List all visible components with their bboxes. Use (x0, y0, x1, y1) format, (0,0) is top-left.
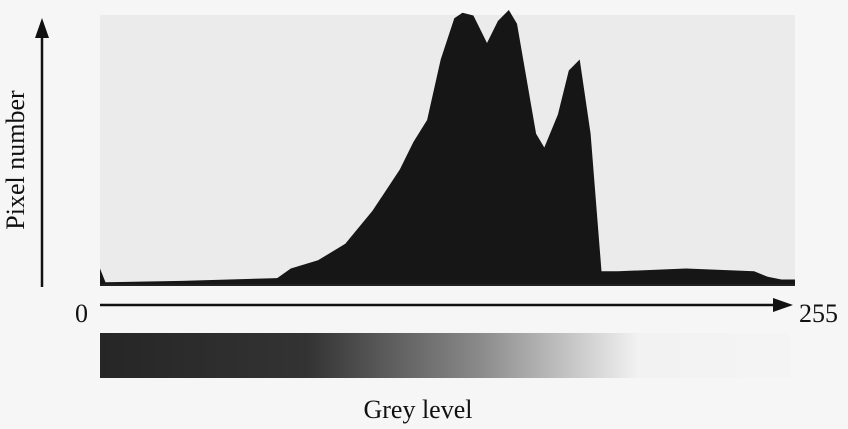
x-axis-label: Grey level (363, 395, 472, 424)
x-tick-label: 255 (799, 299, 838, 328)
x-arrowhead (773, 298, 793, 312)
x-tick-label: 0 (75, 299, 88, 328)
histogram-area (100, 10, 795, 285)
grey-scale-bar (100, 333, 790, 378)
y-arrowhead (35, 18, 49, 38)
plot-area (100, 10, 795, 286)
y-axis-label: Pixel number (1, 90, 30, 230)
